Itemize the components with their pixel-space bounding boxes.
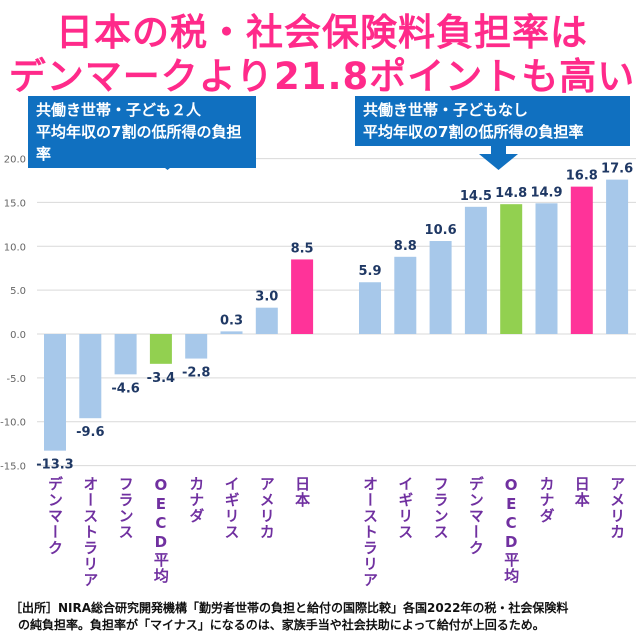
callout-right: 共働き世帯・子どもなし 平均年収の7割の低所得の負担率 <box>355 96 630 146</box>
value-label: 17.6 <box>601 162 633 177</box>
category-label: デンマーク <box>467 475 485 556</box>
category-label: OECD平均 <box>502 476 520 584</box>
callout-right-line1: 共働き世帯・子どもなし <box>363 101 529 119</box>
bar <box>185 334 208 359</box>
value-label: 14.8 <box>495 186 527 201</box>
value-label: -9.6 <box>76 425 104 440</box>
category-label: フランス <box>432 476 450 540</box>
value-label: 8.5 <box>291 241 314 256</box>
category-label: オーストラリア <box>361 476 379 588</box>
value-label: 16.8 <box>566 169 598 184</box>
category-label: アメリカ <box>258 476 276 540</box>
value-label: 5.9 <box>358 264 381 279</box>
source-note-line1: ［出所］NIRA総合研究開発機構「勤労者世帯の負担と給付の国際比較」各国2022… <box>10 601 569 615</box>
bar <box>535 203 558 334</box>
category-label: 日本 <box>293 476 311 508</box>
value-label: -2.8 <box>182 366 210 381</box>
bar <box>255 307 278 334</box>
category-label: アメリカ <box>608 476 626 540</box>
bar <box>149 334 172 364</box>
bar <box>394 256 417 334</box>
category-label: オーストラリア <box>81 476 99 588</box>
category-label: カナダ <box>538 476 556 524</box>
value-label: 8.8 <box>394 239 417 254</box>
y-tick-label: 0.0 <box>10 330 26 341</box>
y-tick-label: -10.0 <box>0 418 26 429</box>
value-label: 14.5 <box>460 189 492 204</box>
bar-chart: 20.0 15.0 10.0 5.0 0.0 -5.0 -10.0 -15.0 -13.3 デンマ… <box>0 155 636 588</box>
y-tick-label: 5.0 <box>10 286 26 297</box>
y-tick-label: -5.0 <box>6 374 26 385</box>
y-tick-label: 10.0 <box>4 242 26 253</box>
value-label: -4.6 <box>111 381 139 396</box>
bar <box>606 179 629 334</box>
category-label: カナダ <box>187 476 205 524</box>
title-line-1: 日本の税・社会保険料負担率は <box>56 11 588 54</box>
bar <box>114 334 137 375</box>
callout-right-line2: 平均年収の7割の低所得の負担率 <box>363 123 584 141</box>
value-label: -13.3 <box>36 458 73 473</box>
y-tick-label: -15.0 <box>0 462 26 473</box>
y-tick-label: 20.0 <box>4 155 26 166</box>
bar <box>429 241 452 334</box>
source-note: ［出所］NIRA総合研究開発機構「勤労者世帯の負担と給付の国際比較」各国2022… <box>10 600 640 634</box>
category-label: OECD平均 <box>152 476 170 584</box>
category-label: 日本 <box>573 476 591 508</box>
category-label: フランス <box>117 476 135 540</box>
bar <box>220 331 243 334</box>
bar <box>570 186 593 334</box>
value-label: 0.3 <box>220 313 243 328</box>
callout-left-line1: 共働き世帯・子ども２人 <box>36 101 202 119</box>
y-tick-label: 15.0 <box>4 198 26 209</box>
value-label: 14.9 <box>530 185 562 200</box>
bar <box>79 334 102 419</box>
category-label: イギリス <box>396 476 414 540</box>
value-label: 3.0 <box>255 290 278 305</box>
category-label: デンマーク <box>46 475 64 556</box>
callout-left: 共働き世帯・子ども２人 平均年収の7割の低所得の負担率 <box>28 96 256 168</box>
category-label: イギリス <box>223 476 241 540</box>
value-label: -3.4 <box>147 371 175 386</box>
callout-left-line2: 平均年収の7割の低所得の負担率 <box>36 123 242 163</box>
bar <box>44 334 66 451</box>
bar <box>464 206 487 334</box>
title-line-2: デンマークより21.8ポイントも高い <box>8 55 636 98</box>
bar <box>291 259 314 334</box>
source-note-line2: の純負担率。負担率が「マイナス」になるのは、家族手当や社会扶助によって給付が上回… <box>18 618 545 632</box>
value-label: 10.6 <box>425 223 457 238</box>
bar <box>500 204 523 334</box>
bar <box>359 282 381 334</box>
